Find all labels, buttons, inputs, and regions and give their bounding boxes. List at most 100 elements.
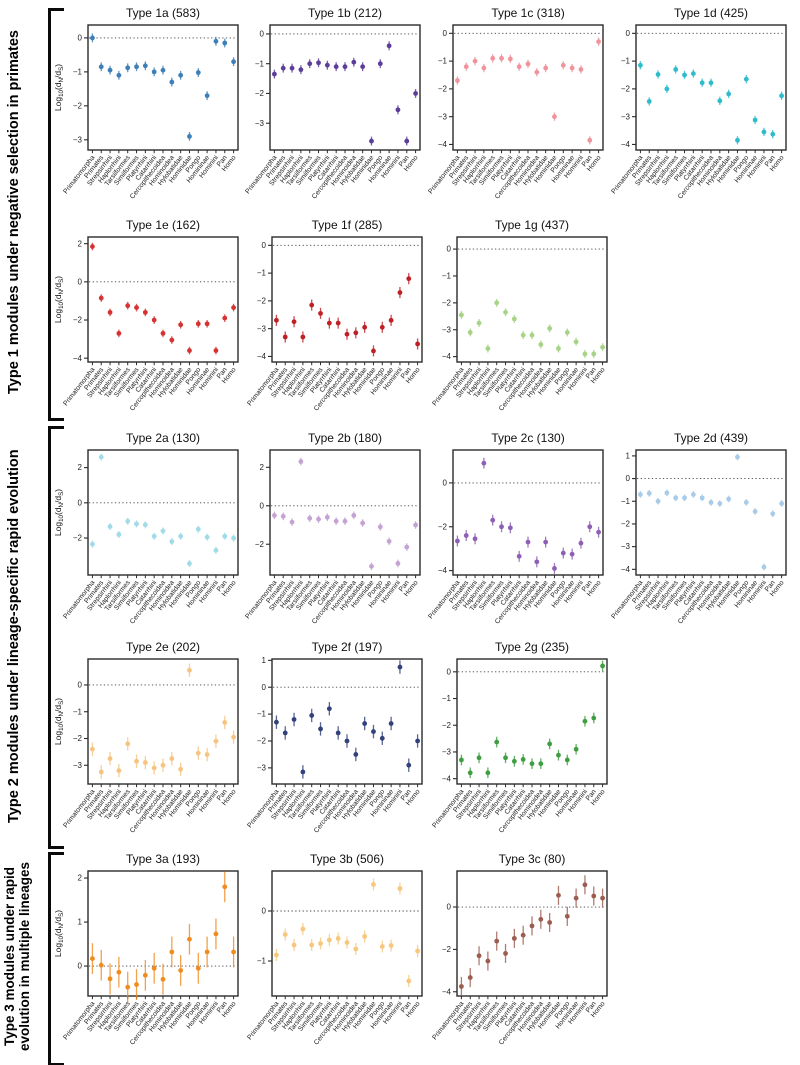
data-point (638, 492, 643, 497)
data-point (274, 719, 279, 725)
y-tick-label: −2 (442, 298, 452, 307)
data-point (90, 956, 95, 961)
data-point (569, 551, 575, 557)
y-tick-label: −4 (442, 352, 452, 361)
y-tick-label: 0 (78, 498, 83, 507)
panel-1d: Type 1d (425)0−1−2−3−4PrimatomorphaPrima… (610, 6, 787, 200)
data-point (552, 566, 557, 571)
data-point (116, 969, 122, 975)
data-point (673, 67, 679, 72)
data-point (573, 746, 579, 752)
data-point (142, 309, 148, 315)
plot-box (452, 449, 604, 576)
y-tick-label: −2 (255, 89, 265, 98)
plot-box (269, 24, 421, 151)
y-tick-label: 2 (78, 874, 83, 883)
y-tick-label: −4 (621, 140, 631, 149)
data-point (485, 770, 491, 776)
data-point (743, 76, 749, 82)
data-point (404, 544, 410, 550)
data-point (472, 58, 478, 64)
data-point (404, 138, 410, 144)
y-tick-label: −3 (442, 748, 452, 757)
panel-title: Type 2g (235) (495, 640, 569, 654)
data-point (600, 344, 605, 350)
y-tick-label: −3 (73, 761, 83, 770)
data-point (274, 952, 279, 958)
data-point (326, 706, 332, 712)
y-tick-label: −4 (438, 140, 448, 149)
data-point (222, 40, 228, 46)
data-point (472, 536, 478, 542)
data-point (511, 316, 517, 322)
data-point (280, 65, 286, 71)
data-point (386, 43, 392, 49)
y-tick-label: 0 (626, 29, 631, 38)
plot-box (635, 24, 787, 151)
data-point (511, 935, 517, 941)
data-point (646, 490, 652, 496)
data-point (222, 720, 228, 725)
data-point (90, 541, 95, 547)
group-2-label: Type 2 modules under lineage-specific ra… (6, 449, 22, 823)
data-point (353, 752, 359, 757)
panel-title: Type 1d (425) (674, 6, 748, 20)
data-point (195, 965, 201, 971)
data-point (596, 529, 601, 535)
data-point (377, 61, 383, 67)
data-point (300, 769, 306, 775)
data-point (556, 752, 561, 758)
y-tick-label: −1 (73, 67, 83, 76)
data-point (596, 39, 601, 45)
data-point (516, 553, 522, 559)
y-tick-label: −2 (442, 721, 452, 730)
data-point (178, 968, 184, 973)
data-point (291, 717, 297, 722)
y-tick-label: 0 (262, 907, 267, 916)
panel-title: Type 2e (202) (126, 640, 200, 654)
data-point (406, 276, 412, 282)
data-point (142, 760, 148, 765)
data-point (547, 741, 553, 747)
data-point (204, 949, 210, 955)
y-tick-label: 2 (260, 463, 265, 472)
data-point (282, 730, 288, 736)
panel-title: Type 1g (437) (495, 218, 569, 232)
panel-2c: Type 2c (130)0−2−4PrimatomorphaPrimatesS… (427, 431, 604, 625)
plot-box (269, 449, 421, 576)
data-point (309, 302, 315, 308)
data-point (578, 67, 584, 72)
panel-title: Type 2c (130) (491, 431, 564, 445)
group-1-label: Type 1 modules under negative selection … (6, 30, 22, 394)
data-point (690, 71, 696, 77)
data-point (520, 932, 526, 938)
data-point (326, 320, 332, 326)
data-point (717, 501, 723, 506)
y-tick-label: −2 (621, 520, 631, 529)
data-point (134, 305, 139, 311)
data-point (360, 520, 366, 526)
data-point (90, 746, 95, 752)
data-point (582, 351, 588, 357)
data-point (499, 524, 504, 530)
y-tick-label: 0 (447, 667, 452, 676)
y-axis-label: Log10(dN/dS) (53, 910, 65, 957)
data-point (151, 317, 157, 323)
data-point (752, 509, 758, 514)
data-point (503, 309, 508, 315)
data-point (342, 518, 348, 524)
group-1-bracket (48, 8, 64, 421)
data-point (699, 80, 705, 86)
data-point (160, 330, 166, 336)
data-point (529, 761, 535, 767)
data-point (169, 337, 175, 343)
data-point (169, 756, 175, 761)
data-point (371, 882, 376, 887)
data-point (342, 64, 348, 70)
data-point (490, 55, 496, 61)
data-point (231, 949, 236, 955)
panel-3a: Type 3a (193)210Log10(dN/dS)Primatomorph… (53, 852, 239, 1046)
data-point (600, 663, 605, 669)
plot-box (87, 449, 239, 576)
